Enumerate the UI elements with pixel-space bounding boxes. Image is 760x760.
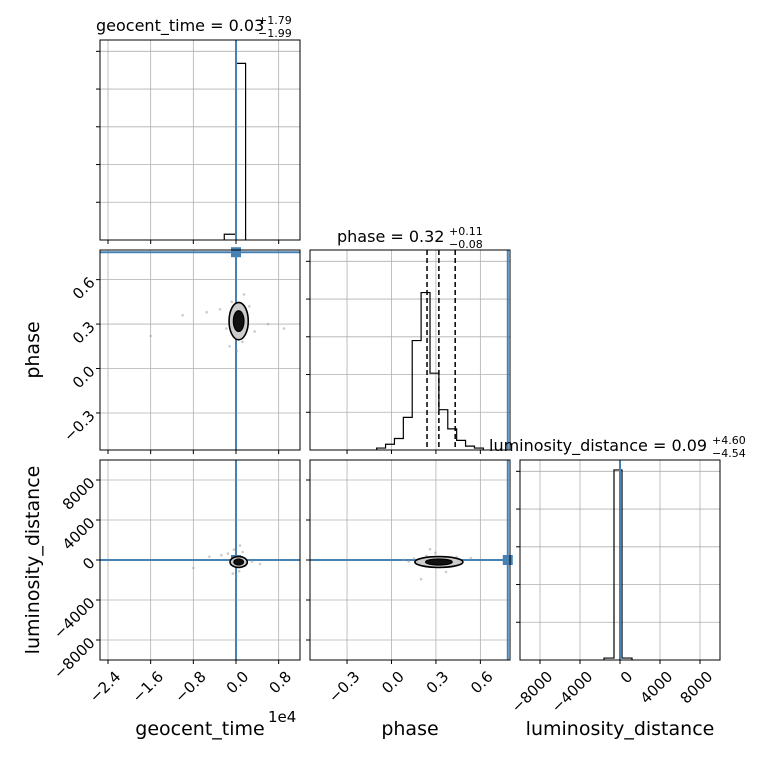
title-main: phase = 0.32 (337, 227, 444, 246)
sample-point (407, 560, 410, 563)
title-geocent-time: geocent_time = 0.03 +1.79 −1.99 (96, 14, 292, 40)
sample-point (412, 557, 416, 560)
sample-point (250, 560, 254, 563)
plot-marks (100, 40, 633, 660)
y-tick-label: 0.0 (69, 362, 99, 392)
sample-point (425, 554, 428, 558)
sample-point (237, 569, 241, 573)
y-tick-label: 0 (79, 554, 98, 573)
contour-inner (424, 558, 453, 566)
sample-point (208, 555, 211, 559)
x-tick-label: 0.0 (223, 668, 253, 698)
sample-point (235, 574, 238, 578)
sample-point (242, 293, 246, 296)
sample-point (220, 553, 223, 557)
x-tick-label: 0.3 (423, 668, 453, 698)
title-luminosity-distance: luminosity_distance = 0.09 +4.60 −4.54 (489, 434, 746, 460)
sample-point (181, 313, 184, 317)
panel-frame (99, 39, 301, 241)
x-offset-text: 1e4 (268, 708, 296, 726)
histogram-geocent_time (223, 62, 247, 240)
y-axis-label-phase: phase (22, 321, 44, 378)
sample-point (235, 349, 239, 353)
tick-marks: −2.4 −1.6 −0.8 0.0 0.8 −0.3 0.0 0.3 0.6 −8000−400… (50, 50, 717, 717)
x-tick-label: 0 (617, 668, 636, 687)
y-tick-label: −8000 (50, 634, 99, 683)
sample-point (469, 556, 473, 560)
sample-point (238, 544, 242, 547)
histogram-phase (376, 291, 484, 450)
sample-point (434, 551, 437, 555)
panel-frames (99, 39, 721, 661)
y-tick-label: 0.6 (69, 273, 99, 303)
title-plus: +1.79 (258, 14, 292, 27)
sample-point (428, 547, 432, 551)
title-main: luminosity_distance = 0.09 (489, 436, 707, 456)
title-main: geocent_time = 0.03 (96, 16, 264, 36)
sample-point (241, 550, 244, 554)
y-tick-label: −4000 (50, 594, 99, 643)
x-tick-label: −0.8 (171, 668, 209, 706)
sample-point (253, 330, 256, 333)
x-axis-label-geocent-time: geocent_time (135, 718, 264, 740)
y-axis-label-luminosity-distance: luminosity_distance (22, 466, 44, 655)
x-tick-label: 8000 (677, 668, 717, 708)
contour-inner (233, 558, 245, 566)
title-minus: −4.54 (712, 447, 746, 460)
sample-point (205, 310, 208, 314)
sample-point (230, 300, 234, 304)
x-tick-label: −2.4 (86, 668, 124, 706)
x-tick-label: 0.0 (378, 668, 408, 698)
sample-point (226, 552, 230, 555)
sample-point (402, 558, 405, 562)
x-axis-label-luminosity-distance: luminosity_distance (526, 718, 715, 740)
title-plus: +4.60 (712, 434, 746, 447)
sample-point (192, 566, 195, 570)
contour-inner (232, 310, 245, 333)
truth-marker (502, 555, 513, 565)
title-minus: −1.99 (258, 27, 292, 40)
sample-point (444, 570, 448, 574)
x-tick-label: 0.8 (265, 668, 295, 698)
y-tick-label: 8000 (59, 474, 99, 514)
sample-point (231, 572, 235, 575)
sample-point (228, 344, 231, 348)
title-plus: +0.11 (449, 225, 483, 238)
sample-point (225, 327, 228, 330)
x-tick-label: −8000 (508, 668, 557, 717)
sample-point (149, 334, 152, 338)
sample-point (232, 548, 236, 551)
title-phase: phase = 0.32 +0.11 −0.08 (337, 225, 483, 251)
y-tick-label: 4000 (59, 514, 99, 554)
y-tick-label: −0.3 (60, 407, 98, 445)
panel-frame (309, 249, 511, 451)
sample-point (258, 562, 262, 566)
sample-point (282, 327, 286, 330)
x-tick-label: −4000 (548, 668, 597, 717)
x-tick-label: −0.3 (325, 668, 363, 706)
sample-point (419, 577, 423, 581)
sample-point (241, 340, 244, 344)
title-minus: −0.08 (449, 238, 483, 251)
histogram-luminosity_distance (603, 469, 633, 660)
sample-point (248, 304, 251, 308)
x-tick-label: 4000 (637, 668, 677, 708)
x-tick-label: 0.6 (467, 668, 497, 698)
sample-point (266, 322, 270, 326)
truth-marker (231, 247, 241, 258)
y-tick-label: 0.3 (69, 318, 99, 348)
x-tick-label: −1.6 (129, 668, 167, 706)
sample-point (218, 307, 222, 311)
panel-frame (99, 249, 301, 451)
x-axis-label-phase: phase (381, 718, 438, 740)
